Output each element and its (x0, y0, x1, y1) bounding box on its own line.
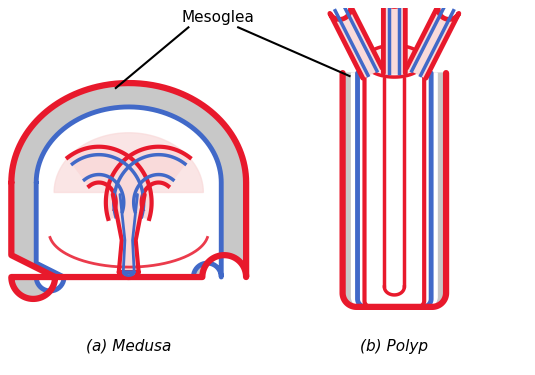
Polygon shape (36, 107, 221, 291)
Polygon shape (364, 45, 424, 77)
Polygon shape (342, 73, 446, 307)
Polygon shape (106, 147, 190, 219)
Polygon shape (407, 3, 459, 78)
Polygon shape (384, 0, 406, 73)
Polygon shape (11, 83, 246, 299)
Polygon shape (351, 73, 437, 307)
Text: (b) Polyp: (b) Polyp (361, 339, 429, 354)
Polygon shape (330, 3, 382, 78)
Polygon shape (370, 73, 418, 307)
Polygon shape (364, 45, 424, 77)
Text: (a) Medusa: (a) Medusa (86, 339, 171, 354)
Polygon shape (54, 133, 203, 192)
Text: Mesoglea: Mesoglea (182, 10, 255, 26)
Polygon shape (384, 287, 404, 295)
Polygon shape (113, 195, 144, 278)
Polygon shape (67, 147, 151, 219)
